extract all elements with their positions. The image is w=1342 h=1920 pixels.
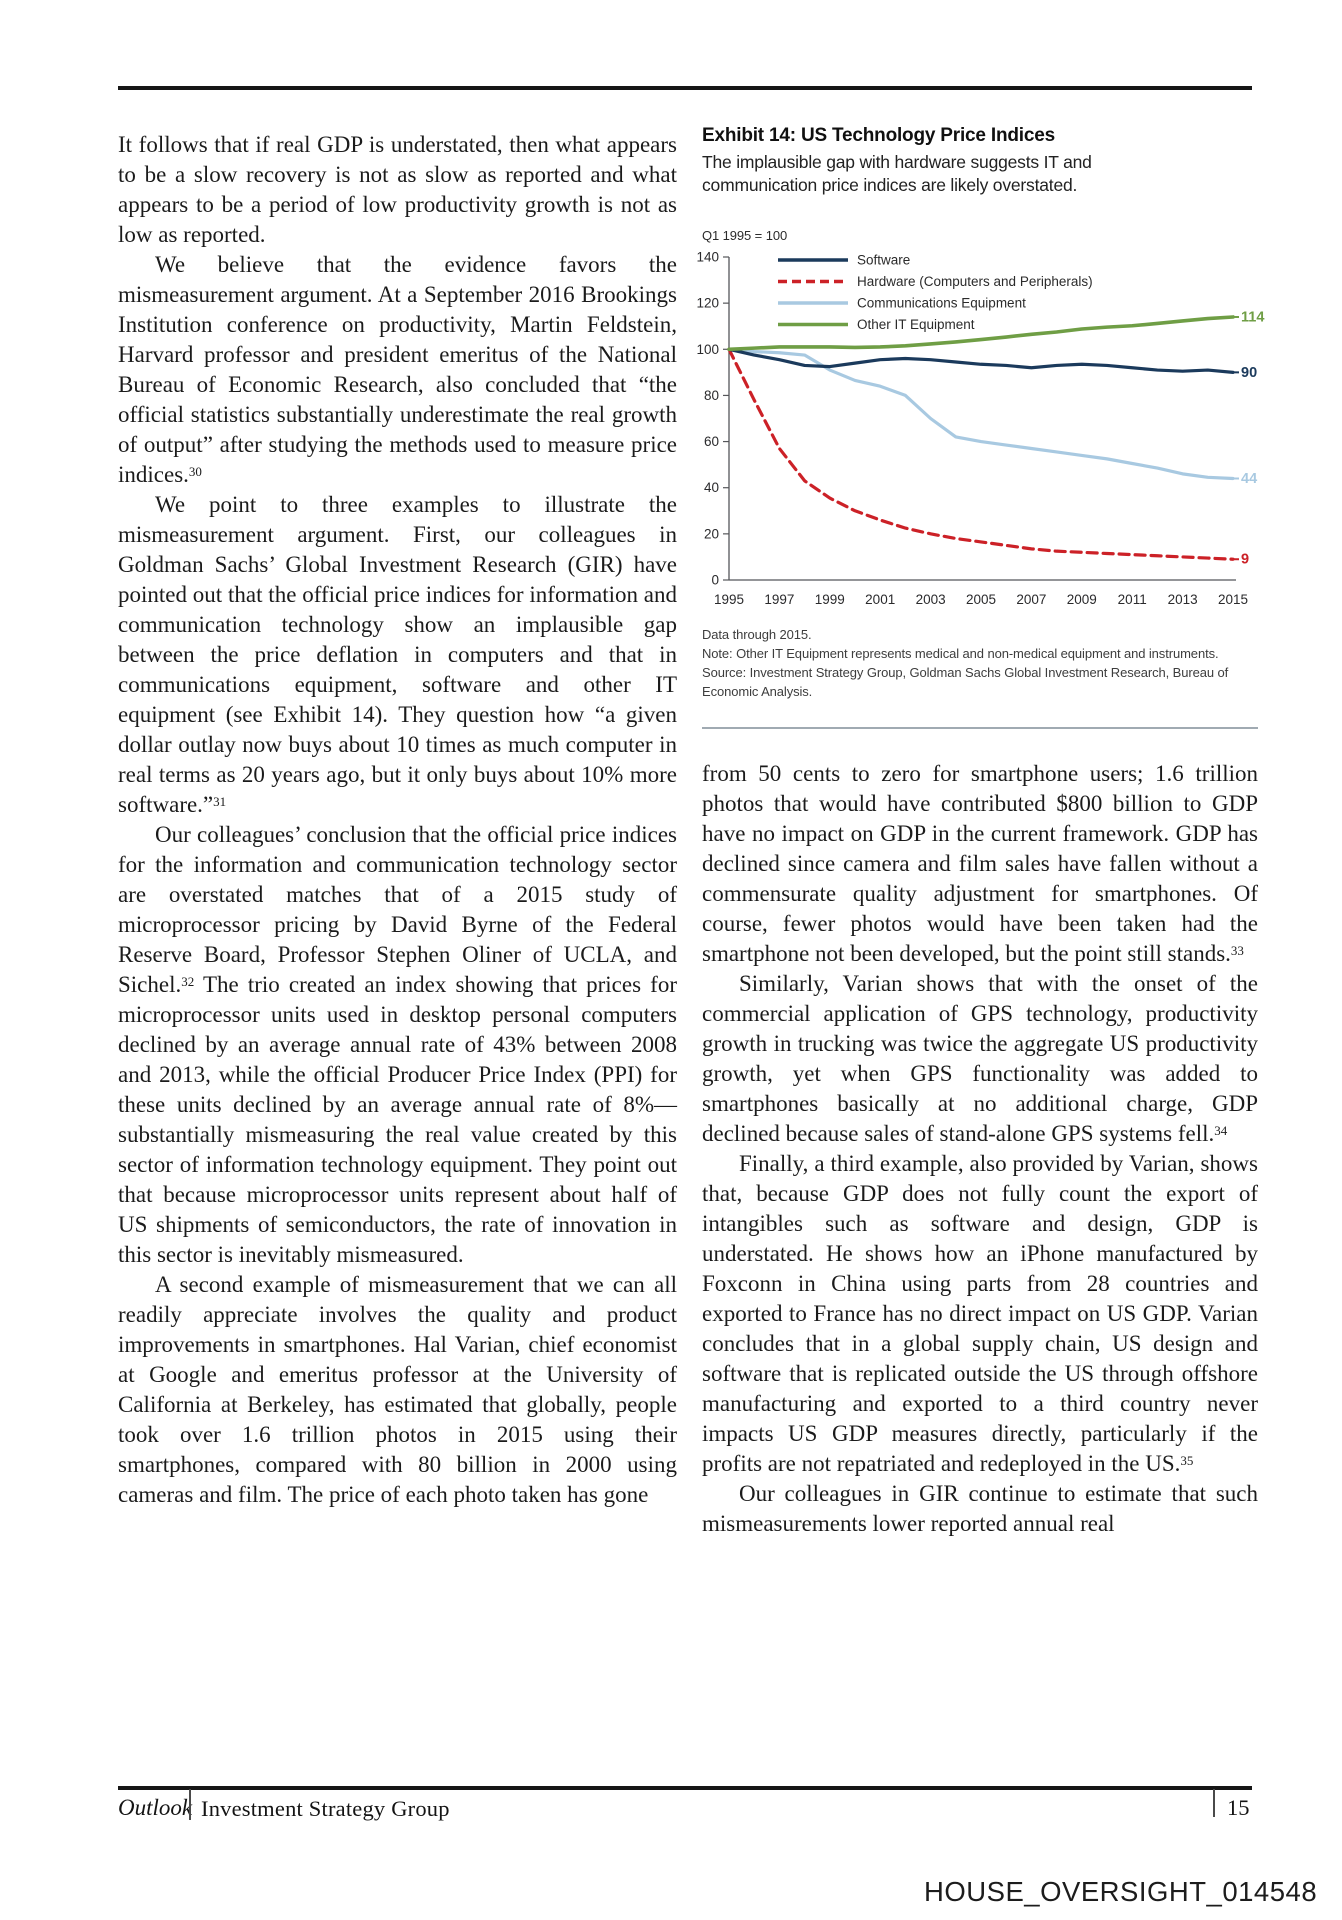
svg-text:100: 100 [696,342,719,357]
right-column: Exhibit 14: US Technology Price Indices … [696,118,1264,1539]
document-watermark: HOUSE_OVERSIGHT_014548 [924,1876,1318,1907]
svg-text:Hardware (Computers and Periph: Hardware (Computers and Peripherals) [857,274,1093,289]
footer-brand: Outlook [118,1795,193,1820]
svg-text:Software: Software [857,253,910,268]
svg-text:2007: 2007 [1016,592,1046,607]
body-paragraph: A second example of mismeasurement that … [118,1272,677,1507]
svg-text:0: 0 [711,573,719,588]
svg-text:2015: 2015 [1218,592,1248,607]
page-number-separator [1213,1789,1215,1817]
chart-notes: Data through 2015. Note: Other IT Equipm… [702,625,1230,701]
footer-group-name: Investment Strategy Group [201,1796,450,1821]
body-paragraph: Finally, a third example, also provided … [702,1151,1258,1476]
chart-note-line: Source: Investment Strategy Group, Goldm… [702,665,1229,699]
body-paragraph: Our colleagues’ conclusion that the offi… [118,822,677,1267]
body-paragraph: Similarly, Varian shows that with the on… [702,971,1258,1146]
footer-separator [189,1789,191,1820]
svg-text:40: 40 [704,480,719,495]
price-indices-chart: 0 20 40 60 80 100 120 140 1995 1997 1999 2001 2003 20… [696,250,1264,608]
svg-text:Other IT Equipment: Other IT Equipment [857,317,975,332]
top-rule [118,86,1252,90]
body-paragraph: We point to three examples to illustrate… [118,492,677,817]
page-number: 15 [1227,1795,1250,1820]
svg-text:2005: 2005 [966,592,996,607]
right-column-body: from 50 cents to zero for smartphone use… [702,759,1258,1539]
chart-note-line: Note: Other IT Equipment represents medi… [702,646,1219,661]
svg-text:2003: 2003 [916,592,946,607]
footer-rule [118,1786,1252,1790]
body-paragraph: We believe that the evidence favors the … [118,252,677,487]
column-divider [702,727,1258,729]
svg-text:20: 20 [704,526,719,541]
body-paragraph: It follows that if real GDP is understat… [118,132,677,247]
svg-text:140: 140 [696,250,719,265]
left-column: It follows that if real GDP is understat… [118,118,677,1510]
svg-text:2011: 2011 [1118,592,1147,607]
chart-unit-note: Q1 1995 = 100 [702,228,788,243]
svg-text:2001: 2001 [865,592,895,607]
exhibit-title: Exhibit 14: US Technology Price Indices [702,125,1055,146]
svg-text:1997: 1997 [764,592,794,607]
svg-text:2009: 2009 [1067,592,1097,607]
body-paragraph: from 50 cents to zero for smartphone use… [702,761,1258,966]
svg-text:120: 120 [696,296,719,311]
svg-text:44: 44 [1241,471,1257,487]
svg-text:1995: 1995 [714,592,744,607]
svg-text:1999: 1999 [815,592,845,607]
svg-text:Communications Equipment: Communications Equipment [857,296,1026,311]
body-paragraph: Our colleagues in GIR continue to estima… [702,1481,1258,1536]
svg-text:114: 114 [1241,309,1264,325]
chart-note-line: Data through 2015. [702,627,812,642]
svg-text:60: 60 [704,434,719,449]
svg-text:80: 80 [704,388,719,403]
svg-text:2013: 2013 [1168,592,1198,607]
svg-text:90: 90 [1241,365,1257,381]
exhibit-subtitle: The implausible gap with hardware sugges… [702,152,1092,195]
svg-text:9: 9 [1241,552,1249,568]
